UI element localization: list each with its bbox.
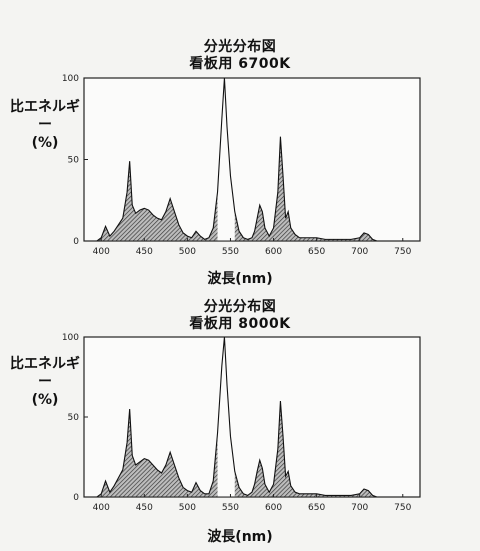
chart2-subtitle: 看板用 8000K [189,316,291,332]
x-tick-label: 750 [394,247,411,257]
chart1-ylabel-line2: (%) [31,135,59,151]
x-tick-label: 550 [222,503,239,513]
x-tick-label: 500 [179,503,196,513]
x-tick-label: 550 [222,247,239,257]
x-tick-label: 700 [351,247,368,257]
y-tick-label: 0 [73,493,79,503]
chart1-ylabel-line1: 比エネルギー [10,99,80,133]
spectrum-fill [84,337,420,497]
y-tick-label: 50 [68,156,80,166]
y-tick-label: 100 [62,333,79,343]
x-tick-label: 700 [351,503,368,513]
x-tick-label: 500 [179,247,196,257]
y-tick-label: 100 [62,74,79,84]
chart2-ylabel-line2: (%) [31,392,59,408]
y-tick-label: 0 [73,237,79,247]
peak-546-window [217,337,235,497]
chart1-subtitle: 看板用 6700K [189,56,291,72]
chart2-ylabel-line1: 比エネルギー [10,356,80,390]
chart2-xlabel: 波長(nm) [207,529,273,545]
spectrum-line [84,336,420,498]
chart1-ylabel: 比エネルギー (%) [10,98,80,152]
y-tick-label: 50 [68,413,80,423]
chart1-title: 分光分布図 [203,39,277,55]
x-tick-label: 400 [93,247,110,257]
x-tick-label: 650 [308,503,325,513]
chart2-title: 分光分布図 [203,299,277,315]
x-tick-label: 600 [265,247,282,257]
x-tick-label: 600 [265,503,282,513]
x-tick-label: 450 [136,503,153,513]
chart2-ylabel: 比エネルギー (%) [10,355,80,409]
x-tick-label: 400 [93,503,110,513]
spectrum-line [84,77,420,242]
x-tick-label: 650 [308,247,325,257]
x-tick-label: 750 [394,503,411,513]
chart1-xlabel: 波長(nm) [207,271,273,287]
x-tick-label: 450 [136,247,153,257]
